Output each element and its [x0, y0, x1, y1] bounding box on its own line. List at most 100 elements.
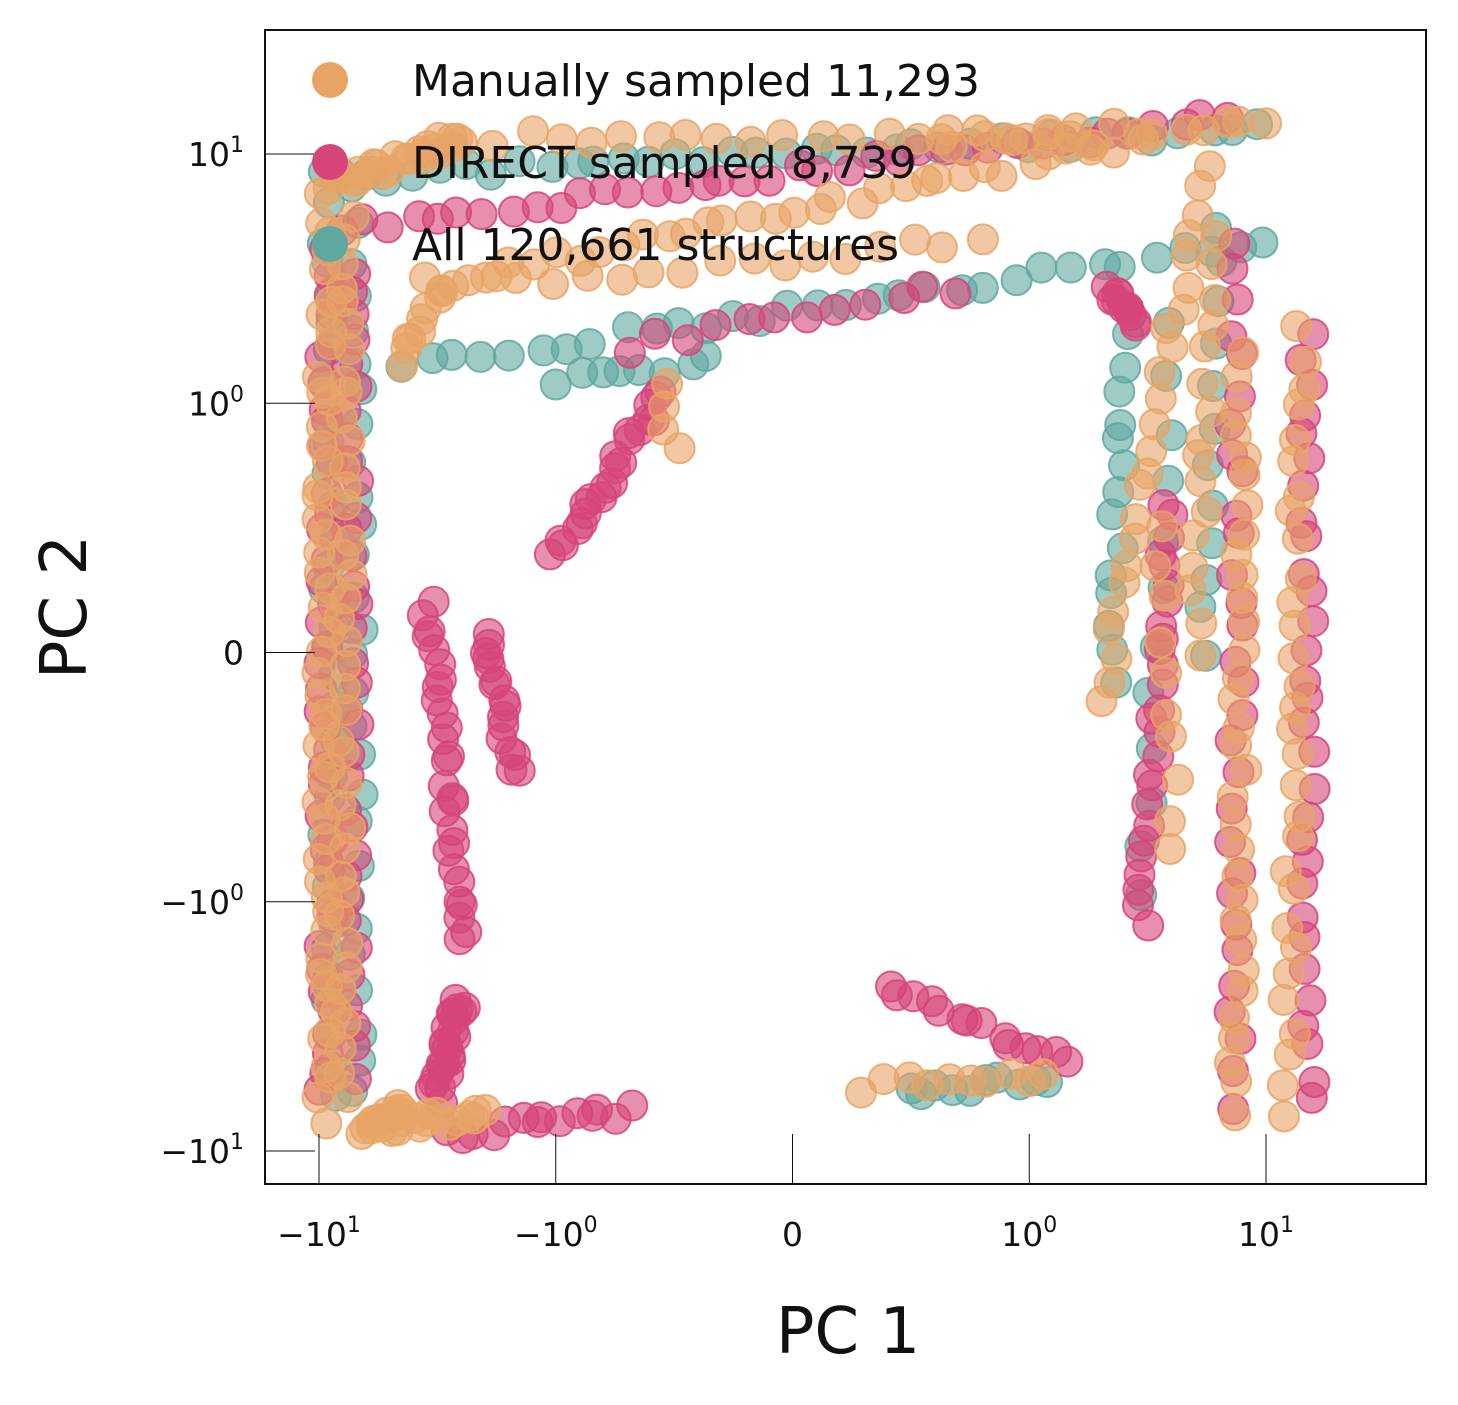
point	[464, 340, 497, 373]
point	[324, 860, 357, 893]
point	[791, 301, 823, 334]
point	[425, 274, 458, 307]
point	[1054, 251, 1087, 284]
legend-marker	[312, 144, 348, 180]
point	[537, 268, 570, 300]
x-tick-label: 101	[1238, 1213, 1294, 1254]
point	[1185, 424, 1218, 457]
point	[833, 123, 866, 156]
point	[1278, 424, 1311, 456]
point	[1269, 855, 1302, 888]
point	[1219, 397, 1252, 430]
point	[864, 230, 897, 263]
point	[1218, 1002, 1250, 1034]
point	[1227, 954, 1260, 987]
point	[1199, 284, 1231, 316]
point	[1162, 763, 1195, 796]
point	[1222, 711, 1255, 744]
point	[445, 125, 478, 158]
point	[1193, 150, 1226, 183]
point	[499, 262, 532, 294]
point	[699, 309, 732, 342]
point	[1139, 550, 1172, 583]
point	[1097, 595, 1130, 628]
x-axis-label: PC 1	[776, 1295, 920, 1369]
x-tick-label: 0	[782, 1215, 803, 1254]
point	[1110, 550, 1143, 583]
legend-label: DIRECT sampled 8,739	[412, 138, 917, 189]
point	[1228, 518, 1261, 551]
point	[1227, 336, 1260, 369]
point	[1219, 1099, 1252, 1132]
point	[1221, 661, 1254, 694]
point	[1271, 912, 1304, 945]
point	[669, 119, 702, 151]
ticks-layer: −101 −100 0 100 101 101 100 0 −100 −101	[160, 133, 1294, 1254]
point	[331, 926, 364, 959]
point	[1281, 522, 1314, 555]
point	[968, 120, 1001, 153]
point	[906, 270, 939, 303]
point	[1250, 107, 1282, 140]
point	[925, 231, 958, 264]
point	[985, 159, 1018, 192]
point	[443, 923, 476, 956]
point	[966, 271, 999, 304]
point	[1294, 984, 1327, 1017]
point	[1025, 251, 1058, 284]
point	[738, 242, 771, 275]
point	[753, 164, 786, 197]
point	[1195, 248, 1228, 281]
plot-frame	[264, 29, 1427, 1185]
point	[571, 259, 604, 292]
point	[1200, 220, 1233, 253]
point	[966, 223, 999, 256]
point	[1283, 480, 1315, 513]
point	[616, 1089, 649, 1122]
point	[337, 200, 370, 233]
point	[1277, 642, 1310, 675]
point	[1176, 551, 1209, 584]
point	[1136, 118, 1169, 151]
point	[539, 368, 572, 401]
point	[371, 211, 404, 244]
point	[1228, 633, 1261, 666]
point	[1144, 382, 1177, 415]
point	[1135, 435, 1168, 468]
y-tick-label: 0	[223, 634, 244, 673]
point	[1104, 409, 1137, 441]
point	[1268, 1100, 1300, 1133]
point	[334, 524, 367, 557]
point	[1141, 241, 1173, 274]
point	[849, 288, 882, 321]
y-axis-label: PC 2	[28, 535, 102, 679]
point	[796, 240, 829, 273]
point	[818, 293, 851, 326]
point	[1283, 800, 1316, 833]
point	[1143, 356, 1176, 388]
point	[1172, 271, 1205, 304]
point	[632, 256, 665, 289]
point	[1100, 642, 1133, 675]
legend-label: All 120,661 structures	[412, 220, 899, 271]
point	[476, 129, 509, 162]
point	[448, 991, 481, 1024]
point	[1184, 639, 1217, 672]
point	[435, 338, 468, 371]
points-layer	[301, 99, 1331, 1155]
legend: Manually sampled 11,293 DIRECT sampled 8,…	[312, 56, 980, 271]
series-2	[301, 105, 1322, 1150]
point	[920, 162, 953, 195]
point	[503, 145, 536, 178]
point	[1266, 1069, 1299, 1102]
legend-marker	[312, 226, 348, 262]
point	[1246, 226, 1279, 259]
point	[939, 277, 972, 310]
point	[766, 119, 799, 152]
point	[301, 360, 334, 393]
point	[1216, 780, 1249, 813]
point	[1119, 309, 1152, 342]
point	[1288, 373, 1321, 406]
point	[328, 452, 361, 484]
